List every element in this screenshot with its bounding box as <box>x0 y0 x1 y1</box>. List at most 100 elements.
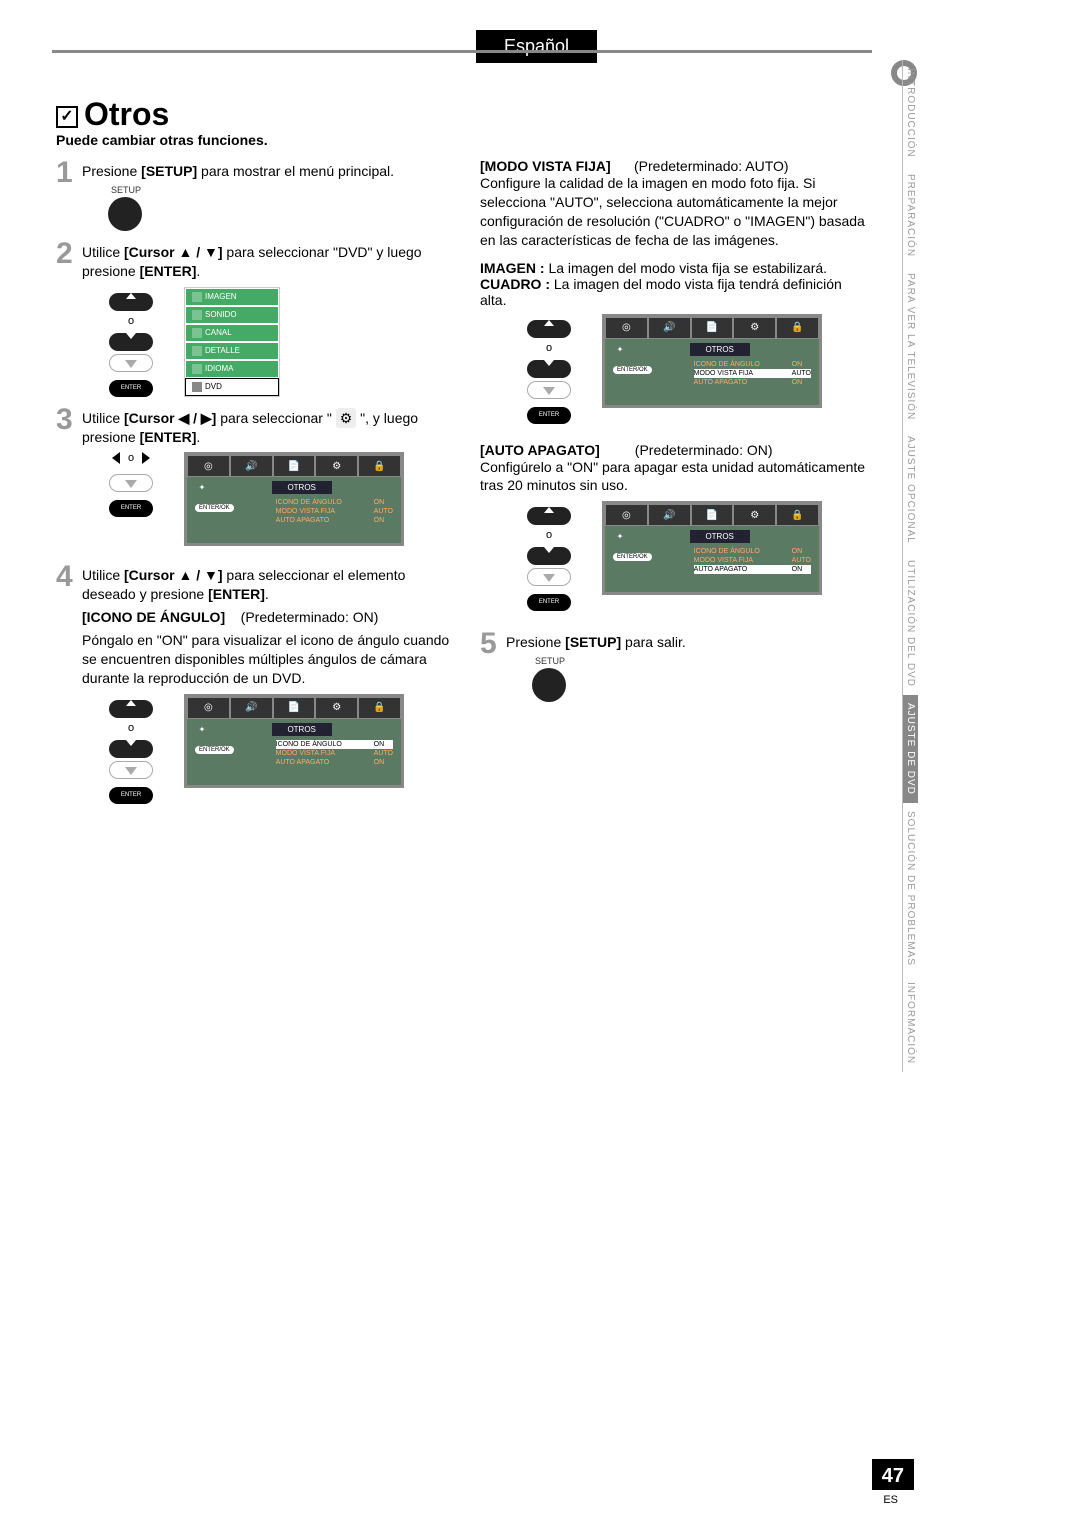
row-label: MODO VISTA FIJA <box>694 370 784 377</box>
step-number: 2 <box>56 239 82 397</box>
step-1: 1 Presione [SETUP] para mostrar el menú … <box>56 158 461 231</box>
feature-heading: [MODO VISTA FIJA] <box>480 158 611 174</box>
language-tab: Español <box>476 30 597 63</box>
text-bold: [ENTER] <box>140 263 197 279</box>
enter-button-icon: ENTER <box>109 380 153 397</box>
step-number: 1 <box>56 158 82 231</box>
step-3: 3 Utilice [Cursor ◀ / ▶] para selecciona… <box>56 405 461 547</box>
feature-desc: Configúrelo a "ON" para apagar esta unid… <box>480 458 870 496</box>
text: Utilice <box>82 410 124 426</box>
side-nav: INTRODUCCIÓN PREPARACIÓN PARA VER LA TEL… <box>902 60 920 1072</box>
feature-desc: Configure la calidad de la imagen en mod… <box>480 174 870 250</box>
label: CUADRO : <box>480 276 550 292</box>
row-label: ICONO DE ÁNGULO <box>276 741 366 748</box>
menu-item: IMAGEN <box>205 292 237 301</box>
remote-cursor-horizontal: o ENTER <box>96 452 166 517</box>
row-value: ON <box>792 361 803 368</box>
row-label: AUTO APAGATO <box>694 566 784 573</box>
text-bold: [Cursor ▲ / ▼] <box>124 244 223 260</box>
tv-screen: ◎ 🔊 📄 ⚙ 🔒 ✦ ENTER/OK OTROS ICONO DE ÁNGU… <box>602 314 822 408</box>
row-value: ON <box>792 566 803 573</box>
text-bold: [SETUP] <box>141 163 197 179</box>
text: Presione <box>82 163 141 179</box>
side-nav-item: UTILIZACIÓN DEL DVD <box>902 552 918 695</box>
feature-desc: Póngalo en "ON" para visualizar el icono… <box>82 631 461 688</box>
right-column: [MODO VISTA FIJA] (Predeterminado: AUTO)… <box>480 150 870 702</box>
row-value: AUTO <box>374 750 393 757</box>
lang-icon: 📄 <box>273 455 316 477</box>
gear-icon: ⚙ <box>733 317 776 339</box>
side-nav-item: PARA VER LA TELEVISIÓN <box>902 265 918 428</box>
lock-icon: 🔒 <box>358 697 401 719</box>
row-value: ON <box>374 499 385 506</box>
lock-icon: 🔒 <box>776 317 819 339</box>
text: para salir. <box>621 634 686 650</box>
row-label: AUTO APAGATO <box>276 759 366 766</box>
row-label: MODO VISTA FIJA <box>276 750 366 757</box>
menu-item-selected: DVD <box>205 382 222 391</box>
text-bold: [Cursor ◀ / ▶] <box>124 410 216 426</box>
step-4: 4 Utilice [Cursor ▲ / ▼] para selecciona… <box>56 562 461 803</box>
page-title: ✓Otros <box>56 96 169 133</box>
row-label: ICONO DE ÁNGULO <box>276 499 366 506</box>
side-nav-item-active: AJUSTE DE DVD <box>902 695 918 803</box>
side-nav-item: INTRODUCCIÓN <box>902 60 918 166</box>
gear-inline-icon: ⚙ <box>336 408 357 428</box>
menu-item: DETALLE <box>205 346 240 355</box>
text: Utilice <box>82 244 124 260</box>
row-value: ON <box>374 517 385 524</box>
enterok-label: ENTER/OK <box>613 366 652 374</box>
remote-cursor-vertical: o ENTER <box>96 287 166 397</box>
lang-icon: 📄 <box>691 504 734 526</box>
disc-icon: ◎ <box>187 455 230 477</box>
step-number: 3 <box>56 405 82 547</box>
page-number: 47 <box>872 1459 914 1490</box>
pad-icon: ✦ <box>189 483 215 492</box>
enterok-label: ENTER/OK <box>613 553 652 561</box>
screen-title: OTROS <box>690 343 750 356</box>
side-nav-item: PREPARACIÓN <box>902 166 918 265</box>
row-label: ICONO DE ÁNGULO <box>694 361 784 368</box>
remote-cursor-vertical: o ENTER <box>514 501 584 611</box>
setup-button-label: SETUP <box>106 185 146 195</box>
text: Utilice <box>82 567 124 583</box>
audio-icon: 🔊 <box>648 504 691 526</box>
text: . <box>196 263 200 279</box>
page-subtitle: Puede cambiar otras funciones. <box>56 132 268 148</box>
row-value: AUTO <box>792 557 811 564</box>
page-language-code: ES <box>883 1494 898 1506</box>
row-label: AUTO APAGATO <box>276 517 366 524</box>
row-label: MODO VISTA FIJA <box>276 508 366 515</box>
divider-line <box>52 50 872 53</box>
setup-button-label: SETUP <box>530 656 570 666</box>
feature-heading: [ICONO DE ÁNGULO] <box>82 609 225 625</box>
text-bold: [Cursor ▲ / ▼] <box>124 567 223 583</box>
title-text: Otros <box>84 96 169 132</box>
row-label: AUTO APAGATO <box>694 379 784 386</box>
gear-icon: ⚙ <box>733 504 776 526</box>
row-value: AUTO <box>374 508 393 515</box>
feature-default: (Predeterminado: ON) <box>241 609 379 625</box>
gear-icon: ⚙ <box>315 697 358 719</box>
setup-button-icon <box>108 197 142 231</box>
row-label: ICONO DE ÁNGULO <box>694 548 784 555</box>
pad-icon: ✦ <box>189 725 215 734</box>
text: La imagen del modo vista fija se estabil… <box>545 260 827 276</box>
feature-default: (Predeterminado: AUTO) <box>634 158 789 174</box>
left-column: 1 Presione [SETUP] para mostrar el menú … <box>56 150 461 804</box>
row-value: AUTO <box>792 370 811 377</box>
lock-icon: 🔒 <box>776 504 819 526</box>
step-number: 4 <box>56 562 82 803</box>
menu-list: IMAGEN SONIDO CANAL DETALLE IDIOMA DVD <box>184 287 280 397</box>
row-value: ON <box>792 548 803 555</box>
disc-icon: ◎ <box>605 504 648 526</box>
text-bold: [ENTER] <box>140 429 197 445</box>
text-bold: [SETUP] <box>565 634 621 650</box>
lang-icon: 📄 <box>273 697 316 719</box>
screen-title: OTROS <box>272 481 332 494</box>
side-nav-item: SOLUCIÓN DE PROBLEMAS <box>902 803 918 974</box>
feature-heading: [AUTO APAGATO] <box>480 442 600 458</box>
remote-cursor-vertical: o ENTER <box>96 694 166 804</box>
menu-item: SONIDO <box>205 310 237 319</box>
enter-button-icon: ENTER <box>109 787 153 804</box>
